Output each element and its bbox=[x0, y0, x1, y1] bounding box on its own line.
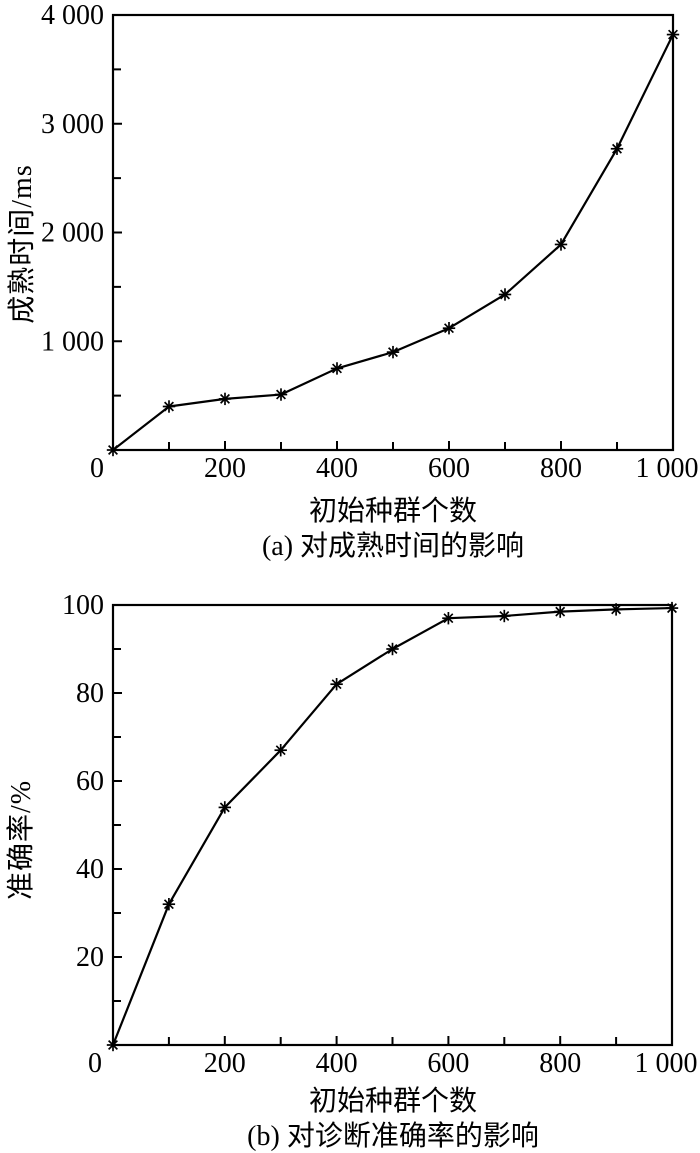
svg-text:600: 600 bbox=[428, 453, 470, 484]
svg-text:0: 0 bbox=[88, 1048, 102, 1079]
svg-text:20: 20 bbox=[76, 942, 104, 973]
svg-text:60: 60 bbox=[76, 766, 104, 797]
svg-text:1 000: 1 000 bbox=[635, 1048, 698, 1079]
svg-text:80: 80 bbox=[76, 678, 104, 709]
svg-text:0: 0 bbox=[90, 453, 104, 484]
svg-text:200: 200 bbox=[204, 453, 246, 484]
svg-text:3 000: 3 000 bbox=[41, 109, 104, 140]
chart-b-caption: (b) 对诊断准确率的影响 bbox=[247, 1121, 539, 1152]
chart-b-y-axis-title: 准确率/% bbox=[6, 779, 37, 901]
svg-text:400: 400 bbox=[316, 1048, 358, 1079]
svg-text:4 000: 4 000 bbox=[41, 0, 104, 31]
chart-a-plot: 0 200 400 600 800 1 000 1 000 2 000 3 000 4 000 bbox=[41, 0, 699, 484]
svg-text:600: 600 bbox=[427, 1048, 469, 1079]
svg-text:400: 400 bbox=[316, 453, 358, 484]
svg-text:1 000: 1 000 bbox=[636, 453, 699, 484]
chart-a-caption: (a) 对成熟时间的影响 bbox=[261, 531, 525, 562]
svg-text:100: 100 bbox=[62, 590, 104, 621]
svg-text:40: 40 bbox=[76, 854, 104, 885]
chart-a-y-axis-title: 成熟时间/ms bbox=[7, 164, 38, 324]
chart-b-x-axis-title: 初始种群个数 bbox=[308, 1086, 477, 1117]
svg-text:200: 200 bbox=[204, 1048, 246, 1079]
chart-b-plot: 0 200 400 600 800 1 000 20 40 60 80 100 bbox=[62, 590, 698, 1079]
chart-a-x-axis-title: 初始种群个数 bbox=[308, 496, 477, 527]
svg-text:800: 800 bbox=[540, 453, 582, 484]
svg-text:1 000: 1 000 bbox=[41, 326, 104, 357]
svg-text:800: 800 bbox=[539, 1048, 581, 1079]
svg-text:2 000: 2 000 bbox=[41, 218, 104, 249]
